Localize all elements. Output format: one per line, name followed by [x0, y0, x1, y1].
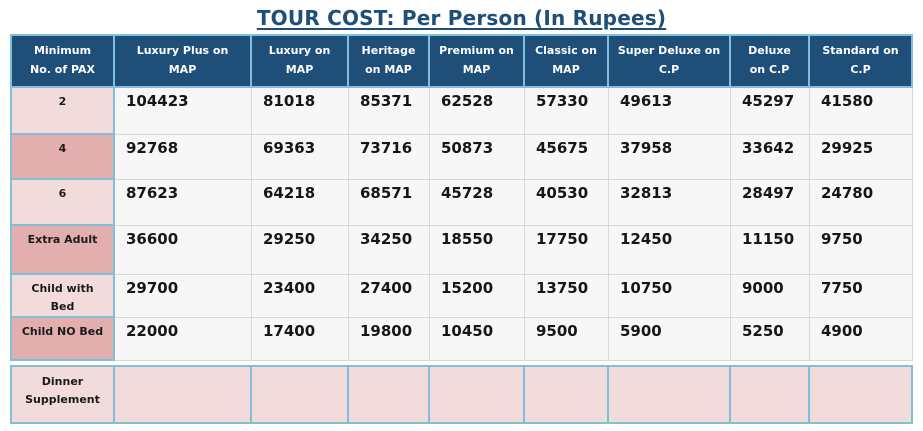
cost-cell: 57330 [525, 88, 609, 135]
cost-cell: 10750 [609, 275, 731, 319]
cost-cell: 36600 [115, 226, 252, 275]
tour-cost-table: Minimum No. of PAX Luxury Plus on MAP Luxu… [10, 34, 913, 425]
cost-cell: 92768 [115, 135, 252, 180]
cost-cell: 9500 [525, 318, 609, 362]
cost-cell: 62528 [430, 88, 525, 135]
cost-cell: 73716 [349, 135, 430, 180]
cost-cell: 24780 [810, 180, 913, 226]
cost-cell: 104423 [115, 88, 252, 135]
cost-cell: 29925 [810, 135, 913, 180]
cost-cell: 34250 [349, 226, 430, 275]
cost-cell: 17750 [525, 226, 609, 275]
cost-cell: 22000 [115, 318, 252, 362]
cost-cell [810, 365, 913, 425]
column-header: Luxury Plus on MAP [115, 34, 252, 88]
column-header: Premium on MAP [430, 34, 525, 88]
cost-cell: 32813 [609, 180, 731, 226]
cost-cell: 85371 [349, 88, 430, 135]
cost-cell: 64218 [252, 180, 349, 226]
cost-cell: 68571 [349, 180, 430, 226]
cost-cell: 5900 [609, 318, 731, 362]
row-label-cell: 4 [10, 135, 115, 180]
cost-cell [525, 365, 609, 425]
cost-cell: 81018 [252, 88, 349, 135]
row-label-cell: 6 [10, 180, 115, 226]
cost-cell: 13750 [525, 275, 609, 319]
column-header: Minimum No. of PAX [10, 34, 115, 88]
cost-cell [115, 365, 252, 425]
cost-cell: 27400 [349, 275, 430, 319]
cost-cell: 19800 [349, 318, 430, 362]
cost-cell: 12450 [609, 226, 731, 275]
row-label-cell: Extra Adult [10, 226, 115, 275]
cost-cell: 5250 [731, 318, 810, 362]
cost-cell: 33642 [731, 135, 810, 180]
cost-cell [252, 365, 349, 425]
row-label-cell: 2 [10, 88, 115, 135]
row-label-cell: Dinner Supplement [10, 365, 115, 425]
cost-cell: 45297 [731, 88, 810, 135]
cost-cell: 7750 [810, 275, 913, 319]
cost-cell: 17400 [252, 318, 349, 362]
column-header: Standard on C.P [810, 34, 913, 88]
cost-cell: 37958 [609, 135, 731, 180]
column-header: Luxury on MAP [252, 34, 349, 88]
cost-cell: 10450 [430, 318, 525, 362]
column-header: Heritage on MAP [349, 34, 430, 88]
page-title: TOUR COST: Per Person (In Rupees) [256, 6, 667, 30]
row-label-cell: Child NO Bed [10, 318, 115, 362]
cost-cell: 41580 [810, 88, 913, 135]
cost-cell: 23400 [252, 275, 349, 319]
cost-cell [731, 365, 810, 425]
cost-cell: 45675 [525, 135, 609, 180]
cost-cell [349, 365, 430, 425]
cost-cell: 9000 [731, 275, 810, 319]
cost-cell: 11150 [731, 226, 810, 275]
column-header: Deluxe on C.P [731, 34, 810, 88]
cost-cell: 9750 [810, 226, 913, 275]
row-label-cell: Child with Bed [10, 275, 115, 319]
cost-cell [430, 365, 525, 425]
cost-cell: 29700 [115, 275, 252, 319]
cost-cell: 69363 [252, 135, 349, 180]
cost-cell: 87623 [115, 180, 252, 226]
cost-cell: 15200 [430, 275, 525, 319]
cost-cell: 29250 [252, 226, 349, 275]
cost-cell: 50873 [430, 135, 525, 180]
cost-cell: 49613 [609, 88, 731, 135]
column-header: Classic on MAP [525, 34, 609, 88]
cost-cell: 45728 [430, 180, 525, 226]
cost-cell: 18550 [430, 226, 525, 275]
cost-cell: 4900 [810, 318, 913, 362]
column-header: Super Deluxe on C.P [609, 34, 731, 88]
cost-cell: 40530 [525, 180, 609, 226]
cost-cell: 28497 [731, 180, 810, 226]
row-separator [10, 361, 913, 366]
cost-cell [609, 365, 731, 425]
